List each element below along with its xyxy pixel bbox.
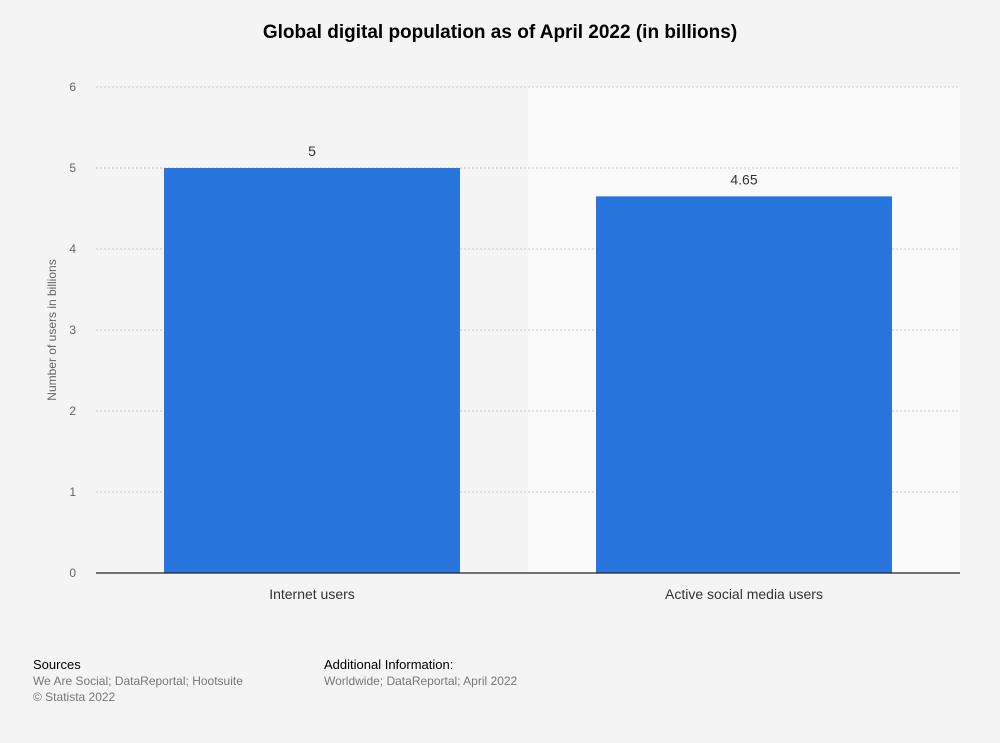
bar[interactable]: [596, 196, 892, 573]
sources-text: We Are Social; DataReportal; Hootsuite: [33, 674, 243, 688]
bar[interactable]: [164, 168, 460, 573]
bars: [164, 168, 892, 573]
sources-block: Sources We Are Social; DataReportal; Hoo…: [33, 657, 243, 705]
additional-info-heading: Additional Information:: [324, 657, 454, 672]
x-tick-label: Internet users: [269, 586, 355, 602]
y-tick-label: 2: [69, 404, 76, 418]
copyright-text: © Statista 2022: [33, 690, 116, 704]
chart-title: Global digital population as of April 20…: [262, 22, 738, 43]
y-tick-labels: 0 1 2 3 4 5 6: [69, 80, 76, 580]
y-tick-label: 0: [69, 566, 76, 580]
sources-heading: Sources: [33, 657, 81, 672]
additional-info-text: Worldwide; DataReportal; April 2022: [324, 674, 518, 688]
additional-info-block: Additional Information: Worldwide; DataR…: [324, 657, 517, 689]
y-tick-label: 3: [69, 323, 76, 337]
y-tick-label: 4: [69, 242, 76, 256]
x-tick-labels: Internet users Active social media users: [269, 586, 823, 602]
value-labels: 54.65: [308, 143, 758, 187]
y-tick-label: 1: [69, 485, 76, 499]
value-label: 4.65: [730, 171, 757, 187]
y-axis-label: Number of users in billions: [45, 259, 59, 400]
y-tick-label: 6: [69, 80, 76, 94]
value-label: 5: [308, 143, 316, 159]
x-tick-label: Active social media users: [665, 586, 823, 602]
y-tick-label: 5: [69, 161, 76, 175]
